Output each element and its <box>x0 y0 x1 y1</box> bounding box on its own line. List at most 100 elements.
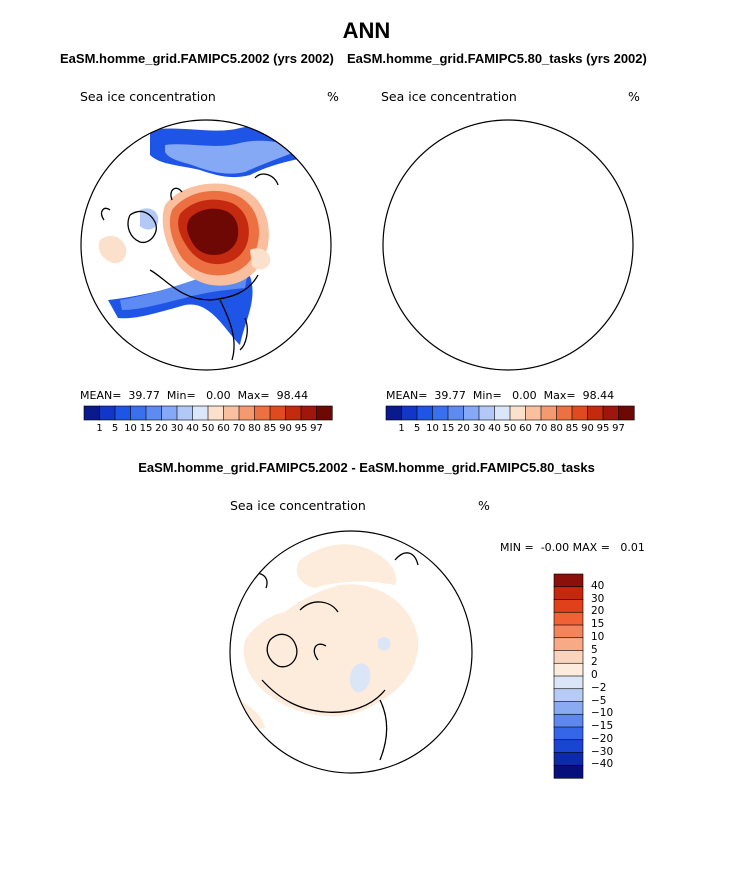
panel-3-unit-label: % <box>478 498 490 513</box>
panel-2-min-value: 0.00 <box>512 389 537 402</box>
panel-3-min-value: -0.00 <box>540 541 570 554</box>
panel-1-unit-label: % <box>327 89 339 104</box>
colorbar-1-tick-label: 85 <box>263 423 277 434</box>
panel-2-min-label: Min= <box>472 389 502 402</box>
colorbar-3-tick-label: 10 <box>591 630 605 643</box>
colorbar-1-tick-label: 15 <box>139 423 153 434</box>
colorbar-2-tick-label: 90 <box>581 423 594 434</box>
colorbar-3-tick-label: 15 <box>591 618 605 630</box>
colorbar-3-swatch <box>553 599 584 613</box>
panel-1-coastline <box>100 173 279 361</box>
colorbar-2-tick-label: 5 <box>413 423 421 434</box>
panel-2-mean-value: 39.77 <box>434 389 466 402</box>
panel-3-max-label: MAX = <box>572 541 610 554</box>
colorbar-3-swatch <box>553 573 584 588</box>
colorbar-1-tick-label: 50 <box>201 423 215 434</box>
colorbar-3-tick-label: −40 <box>591 758 614 771</box>
colorbar-3-swatch <box>553 764 584 779</box>
panel-2-title: EaSM.homme_grid.FAMIPC5.80_tasks (yrs 20… <box>347 51 647 66</box>
colorbar-2-tick-label: 30 <box>472 423 486 434</box>
colorbar-2-tick-label: 1 <box>398 423 405 434</box>
colorbar-3-swatch <box>553 688 584 703</box>
panel-2-max-value: 98.44 <box>582 389 615 402</box>
colorbar-3-swatch <box>553 675 584 690</box>
colorbar-3-swatch <box>553 726 584 741</box>
panel-1-max-label: Max= <box>237 389 270 402</box>
panel-3-variable-label: Sea ice concentration <box>230 498 366 513</box>
colorbar-3-swatch <box>553 662 584 677</box>
colorbar-3-tick-label: 20 <box>591 605 605 618</box>
colorbar-3-tick-label: −30 <box>591 745 614 758</box>
colorbar-3-swatch <box>553 650 584 664</box>
colorbar-1-tick-label: 5 <box>111 423 119 434</box>
colorbar-3-swatch <box>553 739 584 754</box>
colorbar-2-tick-label: 50 <box>503 423 517 434</box>
colorbar-1-swatch <box>316 405 333 421</box>
panel-1-mean-value: 39.77 <box>128 389 160 402</box>
colorbar-3-swatch <box>553 752 584 766</box>
panel-1-mean-label: MEAN= <box>80 389 122 402</box>
colorbar-2-tick-label: 60 <box>519 423 532 434</box>
panel-2-variable-label: Sea ice concentration <box>381 89 517 104</box>
panel-2-mean-label: MEAN= <box>386 389 428 402</box>
colorbar-1-tick-label: 70 <box>232 423 246 434</box>
panel-2-stats: MEAN= 39.77 Min= 0.00 Max= 98.44 <box>386 389 614 402</box>
panel-1-min-value: 0.00 <box>206 389 231 402</box>
colorbar-1-tick-label: 95 <box>294 423 308 434</box>
colorbar-1-tick-label: 60 <box>217 423 230 434</box>
colorbar-3-tick-label: 30 <box>591 592 605 605</box>
panel-3-diff-positive-region <box>243 584 419 717</box>
figure-title: ANN <box>342 18 391 43</box>
panel-2-unit-label: % <box>628 89 640 104</box>
colorbar-2-tick-label: 70 <box>534 423 548 434</box>
colorbar-2-tick-label: 97 <box>612 423 625 434</box>
colorbar-3-tick-label: −10 <box>591 707 614 720</box>
colorbar-1-tick-label: 1 <box>96 423 103 434</box>
colorbar-2-tick-label: 80 <box>550 423 563 434</box>
panel-3-diff-negative-region <box>349 663 371 693</box>
colorbar-2-tick-label: 20 <box>457 423 470 434</box>
colorbar-2-swatch <box>618 405 635 421</box>
colorbar-2-tick-label: 95 <box>596 423 610 434</box>
panel-1-max-value: 98.44 <box>276 389 309 402</box>
panel-3-coastline <box>249 552 419 761</box>
colorbar-3-swatch <box>553 637 584 652</box>
colorbar-3-tick-label: 5 <box>591 643 598 656</box>
colorbar-3-swatch <box>553 624 584 639</box>
colorbar-1-tick-label: 97 <box>310 423 323 434</box>
panel-3-max-value: 0.01 <box>620 541 645 554</box>
colorbar-1-tick-label: 90 <box>279 423 292 434</box>
colorbar-1-tick-label: 20 <box>155 423 168 434</box>
colorbar-3-tick-label: −15 <box>591 720 614 732</box>
colorbar-1-tick-label: 40 <box>186 423 199 434</box>
colorbar-2-tick-label: 85 <box>565 423 579 434</box>
panel-1-ice-pack-core <box>187 208 239 255</box>
colorbar-3-tick-label: −2 <box>591 681 607 694</box>
colorbar-3-tick-label: −20 <box>591 732 614 745</box>
colorbar-3-tick-label: 0 <box>591 669 598 681</box>
colorbar-2-tick-label: 40 <box>488 423 501 434</box>
panel-1-variable-label: Sea ice concentration <box>80 89 216 104</box>
colorbar-2-tick-label: 10 <box>426 423 439 434</box>
colorbar-3-tick-label: 2 <box>591 656 598 669</box>
colorbar-3-swatch <box>553 701 584 715</box>
panel-3-min-label: MIN = <box>500 541 534 554</box>
panel-1-title: EaSM.homme_grid.FAMIPC5.2002 (yrs 2002) <box>60 51 334 66</box>
panel-1-min-label: Min= <box>166 389 196 402</box>
panel-3-title: EaSM.homme_grid.FAMIPC5.2002 - EaSM.homm… <box>138 460 595 475</box>
panel-1-stats: MEAN= 39.77 Min= 0.00 Max= 98.44 <box>80 389 308 402</box>
panel-3-stats: MIN = -0.00 MAX = 0.01 <box>500 541 645 554</box>
colorbar-3-swatch <box>553 611 584 626</box>
panel-1-ice-edge-pacific-inner <box>165 140 300 174</box>
colorbar-3-swatch <box>553 586 584 601</box>
colorbar-3-tick-label: 40 <box>591 579 605 592</box>
colorbar-3-tick-label: −5 <box>591 694 607 707</box>
colorbar-1-tick-label: 10 <box>124 423 137 434</box>
panel-1-ice-edge-atlantic <box>108 276 253 345</box>
